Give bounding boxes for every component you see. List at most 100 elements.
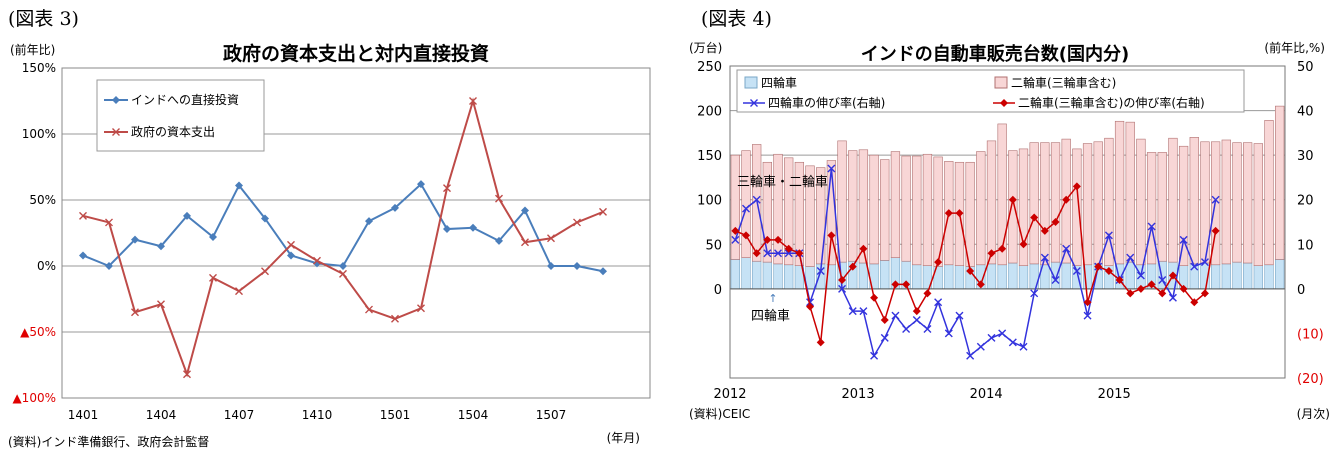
bar-two-wheeler [1178, 145, 1189, 266]
bar-two-wheeler [1146, 152, 1157, 265]
legend-box [736, 69, 1245, 113]
data-point [1179, 235, 1188, 244]
bar-four-wheeler [1050, 261, 1061, 290]
bar-two-wheeler [1104, 137, 1114, 266]
data-point [784, 249, 793, 258]
data-point [599, 207, 607, 216]
data-point [1179, 284, 1188, 293]
bar-four-wheeler [1008, 262, 1018, 290]
data-point [966, 267, 975, 276]
data-point [827, 164, 836, 173]
y-tick-label: 100% [22, 127, 56, 141]
data-point [1019, 342, 1028, 351]
left-tick-label: 50 [705, 238, 722, 253]
legend-swatch [744, 76, 758, 89]
data-point [1190, 262, 1199, 271]
bar-four-wheeler [1125, 261, 1135, 290]
data-point [287, 240, 295, 249]
data-point [976, 342, 985, 351]
bar-two-wheeler [730, 154, 740, 260]
data-point [1147, 222, 1156, 231]
bar-four-wheeler [1018, 265, 1029, 290]
bar-two-wheeler [784, 157, 794, 266]
figure-3-label: (図表 3) [8, 8, 79, 30]
bar-four-wheeler [944, 264, 954, 290]
left-axis-label: (万台) [689, 40, 722, 55]
data-point [806, 298, 815, 307]
series-capex [79, 97, 607, 379]
data-point [1083, 298, 1092, 307]
data-point [339, 262, 347, 270]
data-point [1168, 293, 1177, 302]
data-point [806, 302, 815, 311]
series-two-wheeler-growth [731, 182, 1220, 347]
bar-two-wheeler [901, 155, 911, 262]
bar-two-wheeler [880, 159, 890, 261]
data-point [1008, 195, 1017, 204]
data-point [752, 249, 761, 258]
bar-two-wheeler [1275, 105, 1285, 260]
bar-four-wheeler [1253, 265, 1263, 290]
bar-four-wheeler [912, 264, 922, 290]
data-point [1168, 271, 1177, 280]
data-point [923, 324, 932, 333]
data-point [1094, 262, 1103, 271]
bar-two-wheeler [1136, 138, 1146, 266]
data-point [261, 267, 269, 276]
right-tick-label: 30 [1297, 149, 1314, 164]
legend-box [96, 79, 265, 152]
data-point [573, 262, 581, 270]
data-point [1200, 289, 1209, 298]
bar-four-wheeler [1061, 262, 1071, 290]
plot-area [61, 67, 651, 399]
x-tick-label: 1401 [68, 408, 99, 422]
data-point [131, 308, 139, 317]
data-point [235, 287, 243, 296]
bar-two-wheeler [1232, 142, 1242, 263]
right-tick-label: 10 [1297, 238, 1314, 253]
data-point [934, 258, 943, 267]
bar-four-wheeler [997, 264, 1007, 290]
data-point [105, 218, 113, 227]
data-point [742, 204, 751, 213]
bar-two-wheeler [1040, 142, 1050, 266]
data-point [599, 267, 607, 276]
figure-3-panel: (図表 3) 政府の資本支出と対内直接投資 (前年比) 150% 100% 50% 0% ▲… [0, 0, 665, 467]
data-point [1072, 182, 1081, 191]
bar-two-wheeler [1157, 152, 1167, 262]
legend: 四輪車 二輪車(三輪車含む) 四輪車の伸び率(右軸) 二輪車(三輪車含む)の伸び率(右… [736, 69, 1245, 113]
data-point [573, 218, 581, 227]
x-tick-label: 2012 [713, 387, 746, 402]
stacked-bars [730, 105, 1285, 290]
data-point [827, 231, 836, 240]
data-point [417, 304, 425, 313]
data-point [1190, 298, 1199, 307]
data-point [1062, 244, 1071, 253]
data-point [391, 314, 399, 323]
series-line [735, 184, 1217, 343]
data-point [313, 256, 321, 265]
vehicle-sales-chart: インドの自動車販売台数(国内分)(万台) (前年比,%)2502001501005… [689, 40, 1330, 421]
bar-four-wheeler [730, 259, 740, 290]
x-tick-label: 1501 [380, 408, 411, 422]
legend-marker [112, 128, 120, 136]
data-point [848, 262, 857, 271]
annotation-arrow: ↑ [768, 292, 777, 305]
data-point [1126, 253, 1135, 262]
x-tick-label: 1404 [146, 408, 177, 422]
legend-marker [750, 99, 758, 107]
bar-two-wheeler [1189, 137, 1199, 265]
data-point [1158, 289, 1167, 298]
data-point [1126, 289, 1135, 298]
data-point [912, 307, 921, 316]
data-point [784, 244, 793, 253]
data-point [79, 211, 87, 220]
data-point [209, 273, 217, 282]
data-point [1211, 195, 1220, 204]
x-axis-label: (月次) [1297, 407, 1330, 421]
x-tick-label: 1410 [302, 408, 333, 422]
bar-four-wheeler [741, 257, 751, 290]
x-tick-label: 2015 [1098, 387, 1131, 402]
bar-two-wheeler [933, 156, 943, 267]
